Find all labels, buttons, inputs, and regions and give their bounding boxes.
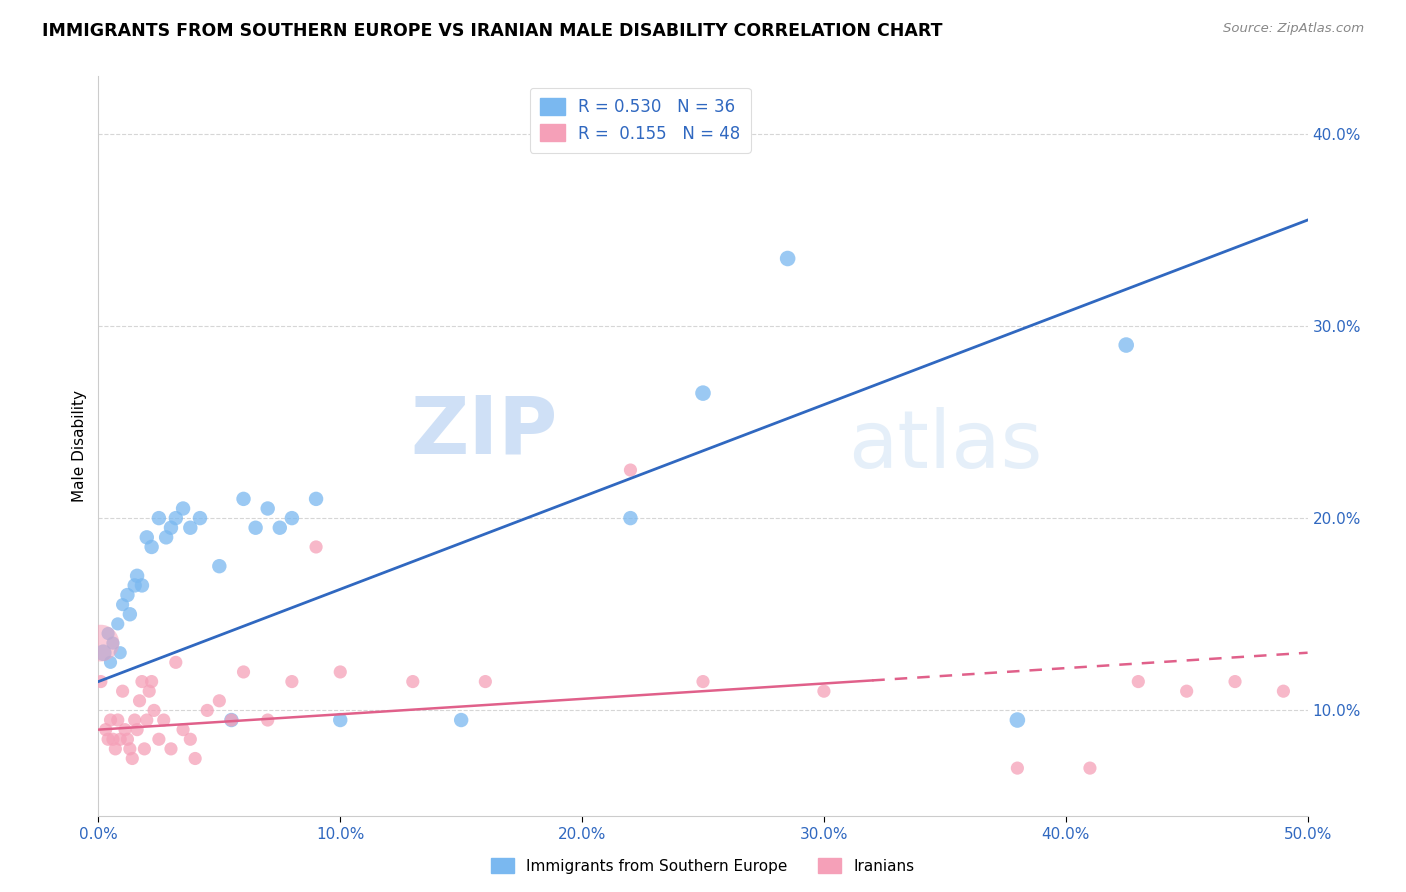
Point (117, 732, 139, 747)
Point (619, 511, 641, 525)
Point (179, 521, 201, 535)
Point (692, 386, 714, 401)
Point (221, 713, 243, 727)
Point (1078, 761, 1101, 775)
Y-axis label: Male Disability: Male Disability (72, 390, 87, 502)
Text: IMMIGRANTS FROM SOUTHERN EUROPE VS IRANIAN MALE DISABILITY CORRELATION CHART: IMMIGRANTS FROM SOUTHERN EUROPE VS IRANI… (42, 22, 942, 40)
Point (97, 626, 120, 640)
Point (91, 646, 114, 660)
Point (281, 511, 304, 525)
Point (208, 559, 231, 574)
Point (101, 732, 124, 747)
Point (108, 646, 131, 660)
Point (107, 616, 129, 631)
Point (619, 463, 641, 477)
Point (155, 530, 177, 544)
Point (114, 723, 136, 737)
Point (104, 742, 127, 756)
Point (97, 732, 120, 747)
Point (131, 578, 153, 592)
Point (1115, 338, 1137, 352)
Point (269, 521, 291, 535)
Point (1272, 684, 1295, 698)
Point (1175, 684, 1198, 698)
Point (138, 684, 160, 698)
Point (195, 703, 218, 717)
Point (118, 607, 141, 622)
Point (329, 713, 352, 727)
Point (148, 511, 170, 525)
Point (813, 684, 835, 698)
Point (128, 694, 150, 708)
Point (172, 501, 194, 516)
Point (305, 540, 328, 554)
Point (450, 713, 472, 727)
Point (188, 511, 211, 525)
Point (90, 674, 112, 689)
Point (141, 674, 163, 689)
Point (692, 674, 714, 689)
Point (208, 694, 231, 708)
Point (165, 656, 187, 670)
Point (135, 713, 157, 727)
Point (127, 723, 149, 737)
Point (256, 501, 278, 516)
Point (152, 713, 174, 727)
Point (127, 569, 149, 583)
Point (221, 713, 243, 727)
Text: Source: ZipAtlas.com: Source: ZipAtlas.com (1223, 22, 1364, 36)
Point (108, 732, 131, 747)
Legend: R = 0.530   N = 36, R =  0.155   N = 48: R = 0.530 N = 36, R = 0.155 N = 48 (530, 87, 751, 153)
Point (160, 742, 183, 756)
Point (474, 674, 496, 689)
Point (100, 656, 122, 670)
Point (160, 521, 183, 535)
Point (141, 540, 163, 554)
Point (124, 713, 146, 727)
Point (111, 598, 134, 612)
Point (134, 742, 156, 756)
Point (131, 674, 153, 689)
Point (1128, 674, 1150, 689)
Point (179, 732, 201, 747)
Point (94, 723, 117, 737)
Text: atlas: atlas (848, 407, 1042, 485)
Point (1223, 674, 1246, 689)
Point (107, 713, 129, 727)
Legend: Immigrants from Southern Europe, Iranians: Immigrants from Southern Europe, Iranian… (485, 852, 921, 880)
Point (101, 636, 124, 650)
Point (329, 665, 352, 679)
Point (1007, 713, 1029, 727)
Point (305, 491, 328, 506)
Point (184, 751, 207, 765)
Point (117, 588, 139, 602)
Point (402, 674, 425, 689)
Point (165, 511, 187, 525)
Point (232, 665, 254, 679)
Point (118, 742, 141, 756)
Point (135, 530, 157, 544)
Text: ZIP: ZIP (411, 392, 558, 470)
Point (143, 703, 166, 717)
Point (111, 684, 134, 698)
Point (100, 713, 122, 727)
Point (232, 491, 254, 506)
Point (776, 252, 799, 266)
Point (1007, 761, 1029, 775)
Point (245, 521, 267, 535)
Point (124, 578, 146, 592)
Point (256, 713, 278, 727)
Point (148, 732, 170, 747)
Point (90, 636, 112, 650)
Point (121, 751, 143, 765)
Point (172, 723, 194, 737)
Point (281, 674, 304, 689)
